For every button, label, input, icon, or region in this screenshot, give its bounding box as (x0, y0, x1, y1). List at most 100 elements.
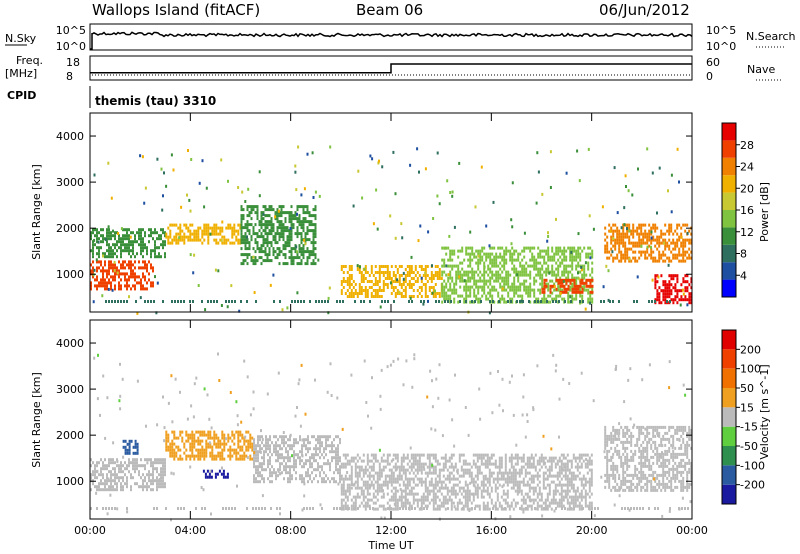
echo-cell (96, 231, 98, 235)
echo-cell (193, 445, 196, 449)
echo-cell (555, 252, 558, 256)
echo-cell (259, 474, 261, 478)
echo-cell (362, 480, 365, 484)
echo-cell (333, 450, 335, 454)
echo-cell (509, 273, 512, 277)
echo-cell (90, 479, 92, 483)
echo-cell (337, 471, 339, 475)
echo-cell (686, 238, 689, 242)
echo-cell (282, 229, 285, 233)
echo-cell (114, 234, 116, 238)
echo-cell (264, 238, 267, 242)
echo-cell (172, 168, 175, 172)
echo-cell (296, 250, 298, 254)
echo-cell (227, 223, 230, 227)
echo-cell (106, 275, 108, 279)
echo-cell (370, 280, 373, 283)
echo-cell (451, 194, 454, 198)
echo-cell (465, 294, 468, 298)
echo-cell (658, 244, 661, 248)
echo-cell (527, 291, 530, 295)
echo-cell (499, 267, 502, 271)
echo-cell (451, 264, 454, 268)
echo-cell (530, 477, 533, 481)
echo-cell (289, 227, 292, 230)
echo-cell (248, 244, 251, 248)
echo-cell (92, 461, 94, 465)
echo-cell (453, 300, 456, 304)
echo-cell (110, 252, 112, 256)
echo-cell (688, 229, 691, 233)
echo-cell (448, 498, 451, 502)
echo-cell (475, 261, 478, 265)
echo-cell (589, 252, 592, 256)
echo-cell (416, 483, 419, 487)
echo-cell (477, 297, 480, 301)
echo-cell (664, 283, 667, 287)
echo-cell (152, 476, 154, 480)
echo-cell (443, 264, 446, 268)
echo-cell (463, 258, 466, 262)
echo-cell (252, 208, 255, 212)
echo-cell (360, 477, 363, 481)
echo-cell (255, 468, 257, 472)
echo-cell (382, 483, 385, 487)
echo-cell (654, 283, 657, 287)
echo-cell (521, 282, 524, 286)
echo-cell (510, 477, 513, 481)
echo-cell (422, 498, 425, 502)
echo-cell (217, 445, 220, 449)
echo-cell (305, 471, 307, 475)
echo-cell (525, 285, 528, 289)
echo-cell (294, 232, 297, 236)
echo-cell (471, 273, 474, 277)
echo-cell (441, 246, 444, 250)
echo-cell (140, 252, 142, 256)
echo-cell (164, 464, 166, 468)
echo-cell (534, 474, 537, 478)
echo-cell (126, 464, 128, 468)
echo-cell (479, 252, 482, 256)
echo-cell (354, 283, 357, 286)
echo-cell (518, 468, 521, 472)
echo-cell (529, 300, 532, 304)
echo-cell (583, 246, 586, 250)
echo-cell (646, 241, 649, 245)
echo-cell (591, 270, 594, 274)
echo-cell (550, 474, 553, 478)
echo-cell (312, 250, 315, 254)
echo-cell (370, 295, 373, 298)
echo-cell (486, 456, 489, 460)
echo-cell (634, 229, 637, 233)
echo-cell (550, 507, 553, 511)
echo-cell (591, 252, 594, 256)
echo-cell (412, 498, 415, 502)
echo-cell (518, 483, 521, 487)
echo-cell (112, 249, 114, 253)
echo-cell (489, 246, 492, 250)
echo-cell (314, 226, 317, 230)
echo-cell (298, 217, 301, 221)
echo-cell (282, 211, 285, 215)
echo-cell (245, 430, 248, 434)
echo-cell (126, 237, 128, 241)
echo-cell (160, 461, 162, 465)
echo-cell (512, 474, 515, 478)
echo-cell (483, 261, 486, 265)
echo-cell (126, 448, 129, 452)
echo-cell (360, 300, 362, 303)
echo-cell (483, 288, 486, 292)
echo-cell (231, 235, 234, 239)
echo-cell (628, 223, 631, 227)
echo-cell (158, 482, 160, 486)
echo-cell (281, 456, 283, 460)
echo-cell (406, 462, 409, 466)
echo-cell (344, 504, 347, 508)
echo-cell (304, 235, 307, 239)
echo-cell (486, 462, 489, 466)
echo-cell (120, 266, 122, 270)
echo-cell (98, 485, 100, 489)
echo-cell (585, 281, 588, 285)
echo-cell (480, 453, 483, 457)
echo-cell (325, 474, 327, 478)
